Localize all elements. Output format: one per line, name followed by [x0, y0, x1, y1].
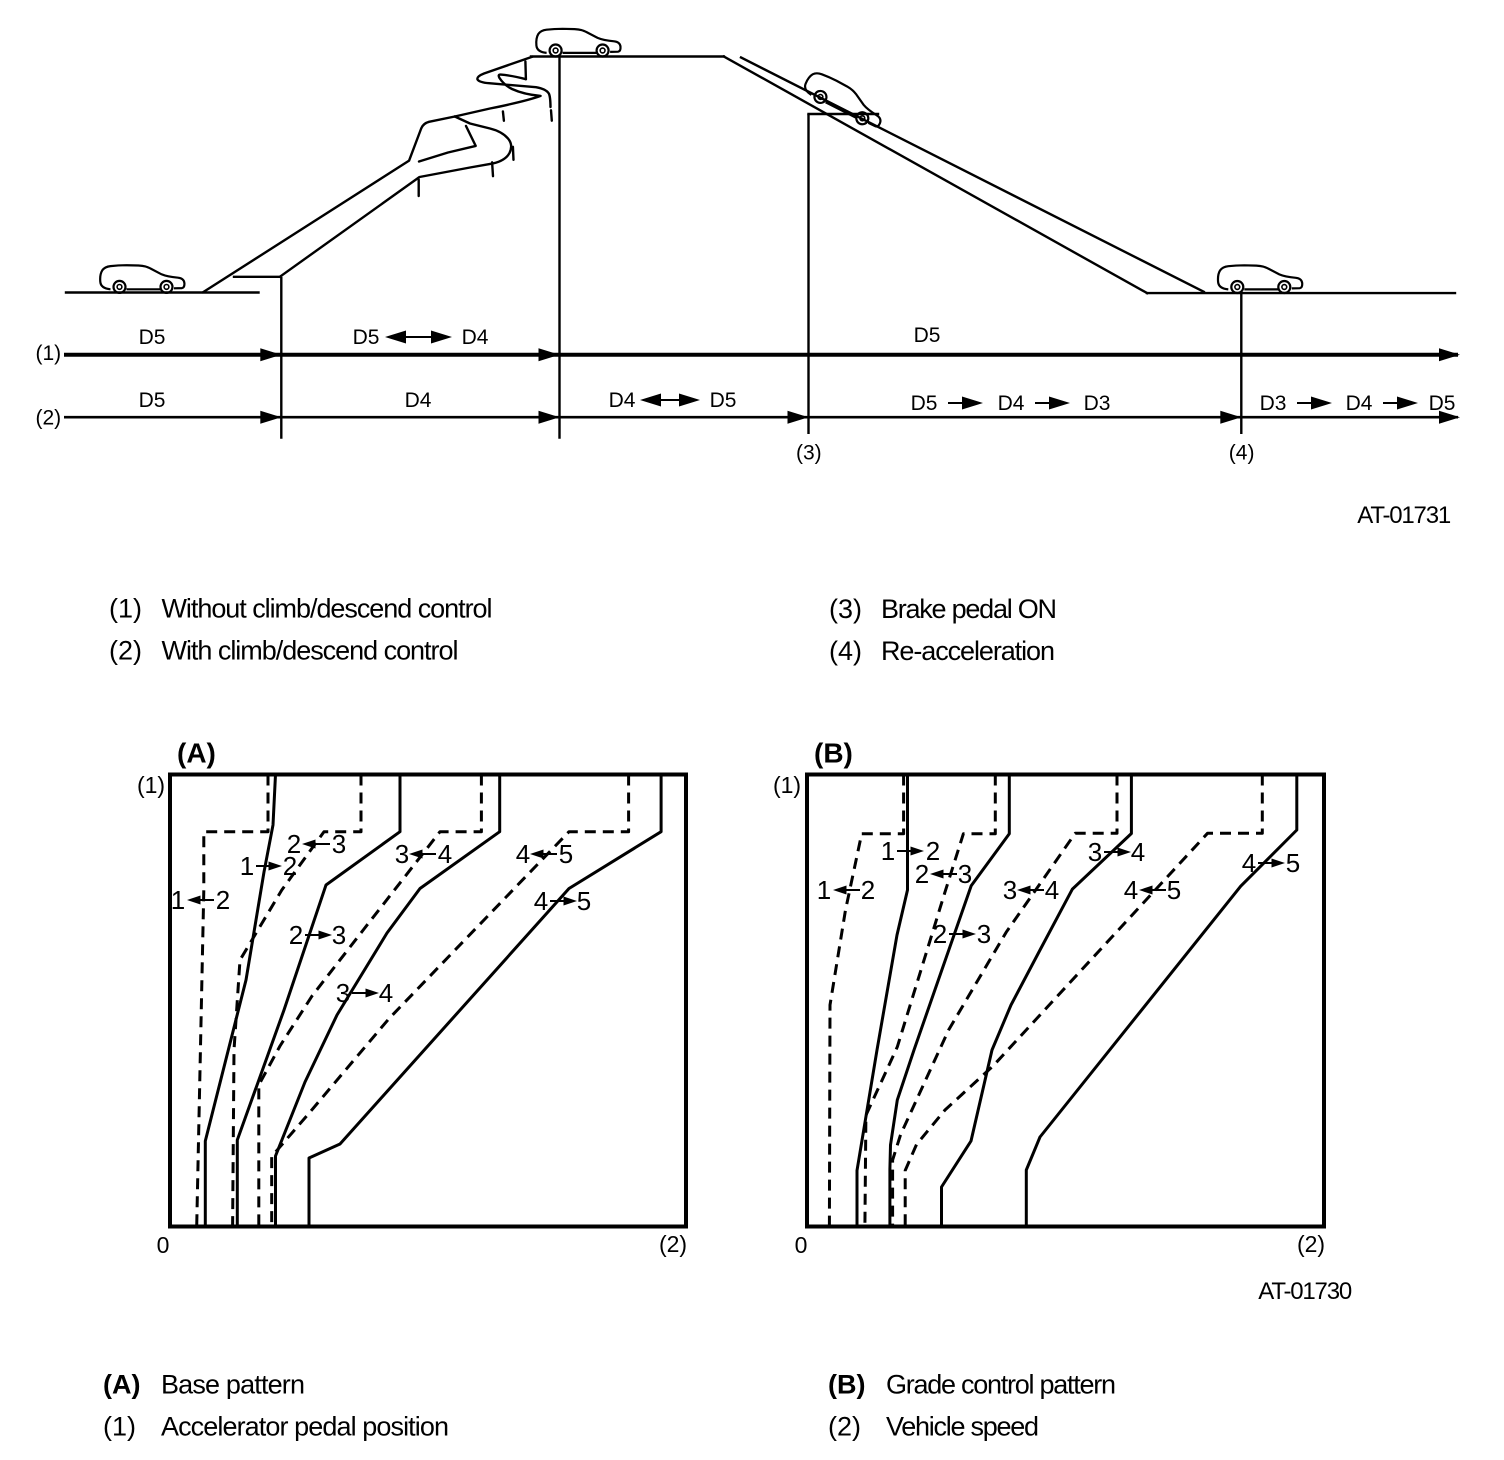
svg-text:D5: D5	[1429, 392, 1456, 415]
svg-text:D5: D5	[911, 392, 938, 415]
svg-text:D4: D4	[462, 326, 489, 349]
svg-text:(2): (2)	[828, 1412, 861, 1442]
svg-text:Without climb/descend control: Without climb/descend control	[162, 594, 493, 624]
svg-text:4: 4	[1242, 848, 1256, 878]
svg-text:1: 1	[881, 836, 895, 866]
svg-text:(3): (3)	[829, 594, 862, 624]
svg-text:3: 3	[1088, 837, 1102, 867]
svg-text:D3: D3	[1084, 392, 1111, 415]
svg-text:D3: D3	[1260, 392, 1287, 415]
svg-text:3: 3	[958, 859, 972, 889]
svg-text:1: 1	[171, 885, 185, 915]
svg-text:D5: D5	[139, 326, 166, 349]
svg-text:3: 3	[332, 920, 346, 950]
svg-text:2: 2	[915, 859, 929, 889]
svg-text:Accelerator pedal position: Accelerator pedal position	[161, 1412, 449, 1442]
svg-text:2: 2	[933, 919, 947, 949]
svg-text:(1): (1)	[137, 772, 165, 798]
svg-text:AT-01730: AT-01730	[1258, 1278, 1352, 1305]
svg-text:Base pattern: Base pattern	[161, 1370, 305, 1400]
svg-text:2: 2	[287, 829, 301, 859]
svg-text:Grade control pattern: Grade control pattern	[886, 1370, 1116, 1400]
svg-text:3: 3	[332, 829, 346, 859]
svg-text:0: 0	[157, 1232, 170, 1258]
svg-text:Vehicle speed: Vehicle speed	[886, 1412, 1039, 1442]
svg-text:(1): (1)	[103, 1412, 136, 1442]
svg-text:(4): (4)	[829, 636, 862, 666]
svg-text:(3): (3)	[796, 442, 822, 465]
svg-text:D5: D5	[914, 324, 941, 347]
svg-text:3: 3	[1003, 875, 1017, 905]
svg-text:D4: D4	[1346, 392, 1373, 415]
svg-text:2: 2	[289, 920, 303, 950]
svg-text:2: 2	[861, 875, 875, 905]
svg-text:D5: D5	[139, 389, 166, 412]
svg-text:(B): (B)	[814, 738, 853, 769]
svg-text:D4: D4	[405, 389, 432, 412]
svg-text:(2): (2)	[109, 636, 142, 666]
svg-text:5: 5	[559, 839, 573, 869]
svg-text:1: 1	[817, 875, 831, 905]
svg-text:D4: D4	[998, 392, 1025, 415]
svg-text:4: 4	[1124, 875, 1138, 905]
svg-text:1: 1	[240, 851, 254, 881]
svg-text:(B): (B)	[828, 1370, 865, 1400]
svg-text:D5: D5	[710, 389, 737, 412]
svg-text:4: 4	[1131, 837, 1145, 867]
svg-text:4: 4	[379, 978, 393, 1008]
svg-text:(2): (2)	[36, 407, 62, 430]
svg-text:4: 4	[1045, 875, 1059, 905]
svg-text:0: 0	[795, 1232, 808, 1258]
svg-text:2: 2	[283, 851, 297, 881]
svg-text:3: 3	[977, 919, 991, 949]
svg-text:5: 5	[1167, 875, 1181, 905]
svg-text:(1): (1)	[773, 772, 801, 798]
svg-text:5: 5	[577, 886, 591, 916]
svg-text:AT-01731: AT-01731	[1357, 502, 1451, 529]
svg-text:(1): (1)	[36, 342, 62, 365]
svg-text:Brake pedal ON: Brake pedal ON	[881, 594, 1057, 624]
svg-text:D5: D5	[353, 326, 380, 349]
svg-text:4: 4	[534, 886, 548, 916]
svg-text:(1): (1)	[109, 594, 142, 624]
svg-text:With climb/descend control: With climb/descend control	[162, 636, 459, 666]
svg-text:D4: D4	[609, 389, 636, 412]
svg-text:3: 3	[395, 839, 409, 869]
svg-text:3: 3	[336, 978, 350, 1008]
svg-text:(A): (A)	[177, 738, 216, 769]
svg-text:4: 4	[438, 839, 452, 869]
svg-text:5: 5	[1286, 848, 1300, 878]
svg-text:(A): (A)	[103, 1370, 140, 1400]
svg-text:Re-acceleration: Re-acceleration	[881, 636, 1055, 666]
svg-text:(2): (2)	[659, 1231, 687, 1257]
svg-text:2: 2	[216, 885, 230, 915]
svg-text:(4): (4)	[1229, 442, 1255, 465]
svg-text:(2): (2)	[1297, 1231, 1325, 1257]
svg-text:2: 2	[926, 836, 940, 866]
svg-text:4: 4	[516, 839, 530, 869]
